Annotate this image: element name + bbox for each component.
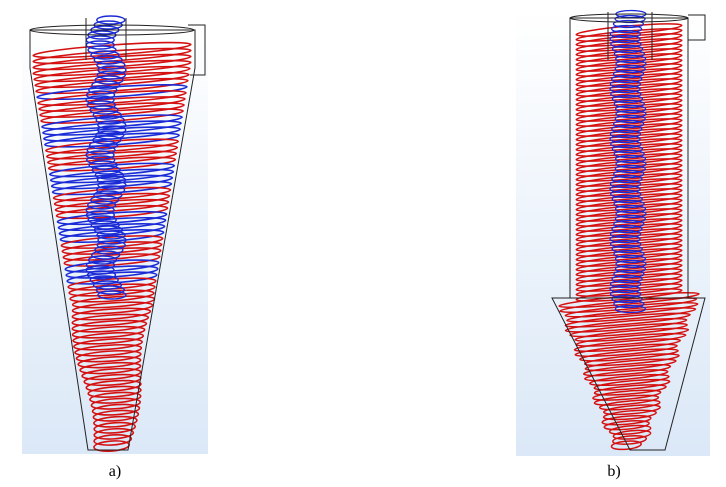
panel-label: b)	[607, 463, 620, 480]
panel-label: a)	[109, 463, 121, 480]
figure: a) b)	[0, 0, 726, 487]
